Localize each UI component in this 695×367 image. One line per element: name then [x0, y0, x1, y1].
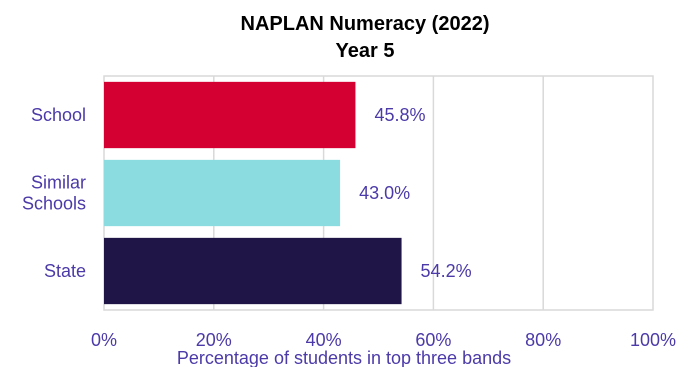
x-tick-label: 60% — [415, 330, 451, 350]
data-label: 54.2% — [421, 261, 472, 281]
x-axis-title: Percentage of students in top three band… — [177, 348, 511, 367]
bar-similar-schools — [104, 159, 341, 227]
category-label: State — [44, 261, 86, 281]
category-label: Similar — [31, 173, 86, 193]
x-tick-label: 80% — [525, 330, 561, 350]
x-tick-label: 20% — [196, 330, 232, 350]
bar-state — [104, 237, 402, 305]
x-tick-label: 0% — [91, 330, 117, 350]
tick-labels: 0% 20% 40% 60% 80% 100% — [91, 330, 676, 350]
chart-title: NAPLAN Numeracy (2022) — [241, 13, 490, 35]
bars — [104, 81, 402, 305]
data-labels: 45.8% 43.0% 54.2% — [359, 105, 472, 281]
chart-subtitle: Year 5 — [336, 40, 395, 62]
data-label: 43.0% — [359, 183, 410, 203]
category-label: School — [31, 105, 86, 125]
bar-school — [104, 81, 356, 149]
x-tick-label: 100% — [630, 330, 676, 350]
category-label: Schools — [22, 194, 86, 214]
data-label: 45.8% — [374, 105, 425, 125]
x-tick-label: 40% — [306, 330, 342, 350]
